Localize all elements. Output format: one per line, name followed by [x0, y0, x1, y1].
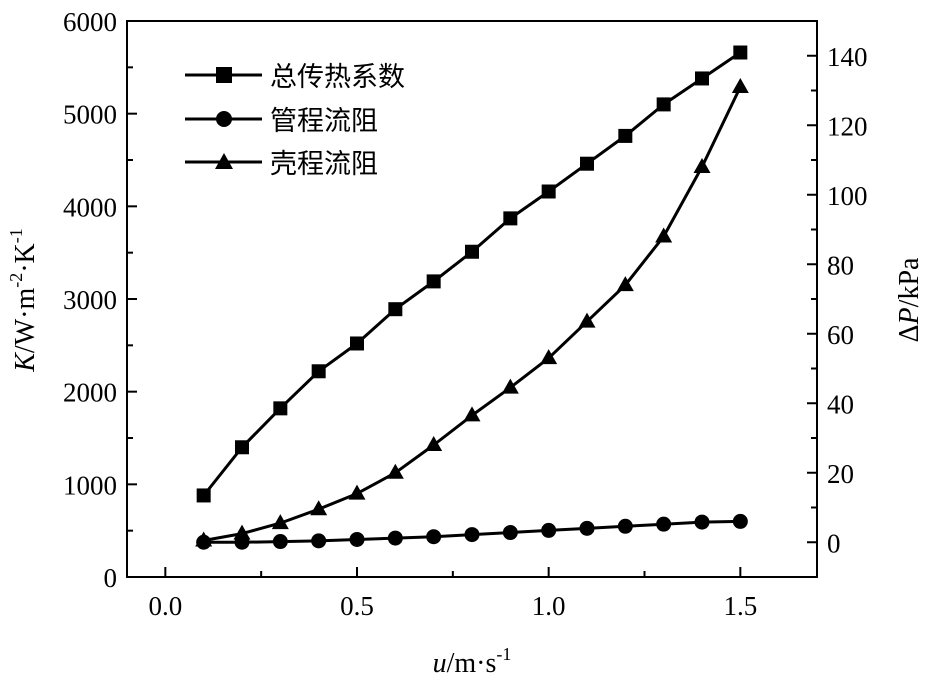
data-point-square: [196, 488, 211, 503]
x-tick-label: 0.5: [340, 591, 374, 621]
data-point-square: [235, 440, 249, 455]
data-point-circle: [579, 520, 595, 536]
y-left-tick-label: 5000: [63, 100, 117, 130]
y-axis-right-title: ΔP/kPa: [894, 257, 925, 342]
data-point-circle: [464, 527, 480, 543]
data-point-square: [426, 274, 441, 289]
y-left-tick-label: 0: [104, 563, 118, 593]
data-point-square: [273, 401, 288, 416]
data-point-square: [541, 184, 556, 199]
y-left-tick-label: 4000: [63, 192, 117, 222]
y-right-tick-label: 0: [827, 528, 841, 558]
data-point-circle: [387, 530, 403, 546]
legend-item-shell-side-resistance: 壳程流阻: [185, 149, 378, 180]
y-axis-left-title: K/W·m-2·K-1: [6, 228, 41, 373]
data-point-circle: [656, 516, 672, 532]
data-point-circle: [272, 534, 288, 550]
data-point-circle: [311, 533, 327, 549]
data-point-circle: [426, 529, 442, 545]
legend: 总传热系数 管程流阻 壳程流阻: [185, 62, 405, 180]
data-point-triangle: [501, 378, 519, 394]
data-point-square: [695, 71, 709, 86]
data-point-square: [465, 244, 479, 259]
x-axis-title: u/m·s-1: [433, 644, 512, 679]
data-point-square: [311, 364, 326, 379]
data-point-circle: [732, 513, 748, 529]
data-point-triangle: [386, 463, 404, 479]
data-point-triangle: [693, 157, 711, 173]
data-point-square: [388, 302, 403, 317]
data-point-triangle: [655, 227, 673, 243]
data-point-triangle: [348, 484, 366, 500]
y-right-tick-label: 60: [827, 320, 854, 350]
y-right-tick-label: 140: [827, 42, 868, 72]
x-tick-label: 1.0: [532, 591, 566, 621]
data-point-square: [350, 336, 364, 351]
data-point-circle: [541, 522, 557, 538]
data-point-triangle: [425, 435, 443, 451]
data-point-triangle: [731, 78, 749, 94]
data-point-square: [580, 156, 594, 171]
legend-label-0: 总传热系数: [270, 62, 405, 93]
triangle-marker-icon: [215, 153, 233, 169]
data-point-triangle: [463, 406, 481, 422]
series-layer: [195, 45, 749, 550]
y-axis-right: 0 20 40 60 80 100 120 140: [807, 20, 868, 578]
legend-label-1: 管程流阻: [270, 106, 378, 137]
y-left-tick-label: 2000: [63, 378, 117, 408]
data-point-triangle: [195, 531, 213, 547]
data-point-square: [618, 128, 633, 143]
x-axis: 0.0 0.5 1.0 1.5: [148, 567, 757, 621]
y-left-tick-label: 3000: [63, 285, 117, 315]
data-point-square: [503, 211, 518, 226]
y-right-tick-label: 120: [827, 111, 868, 141]
legend-item-tube-side-resistance: 管程流阻: [185, 106, 378, 137]
legend-item-overall-heat-transfer: 总传热系数: [185, 62, 405, 93]
data-point-circle: [349, 531, 365, 547]
data-point-triangle: [271, 514, 289, 530]
y-left-tick-label: 6000: [63, 7, 117, 37]
x-tick-label: 0.0: [148, 591, 182, 621]
square-marker-icon: [216, 67, 232, 83]
plot-frame: [126, 20, 818, 578]
data-point-triangle: [540, 349, 558, 365]
data-point-circle: [617, 518, 633, 534]
data-point-triangle: [310, 500, 328, 516]
data-point-square: [656, 97, 671, 112]
y-right-tick-label: 100: [827, 181, 868, 211]
data-point-triangle: [233, 524, 251, 540]
data-point-triangle: [616, 276, 634, 292]
y-right-tick-label: 20: [827, 459, 854, 489]
y-axis-left: 0 1000 2000 3000 4000 5000 6000: [63, 7, 137, 593]
data-point-circle: [502, 525, 518, 541]
y-right-tick-label: 80: [827, 250, 854, 280]
legend-label-2: 壳程流阻: [270, 149, 378, 180]
y-left-tick-label: 1000: [63, 470, 117, 500]
circle-marker-icon: [216, 111, 232, 127]
x-tick-label: 1.5: [723, 591, 757, 621]
data-point-circle: [694, 514, 710, 530]
y-right-tick-label: 40: [827, 389, 854, 419]
data-point-square: [733, 45, 748, 60]
data-point-triangle: [578, 312, 596, 328]
